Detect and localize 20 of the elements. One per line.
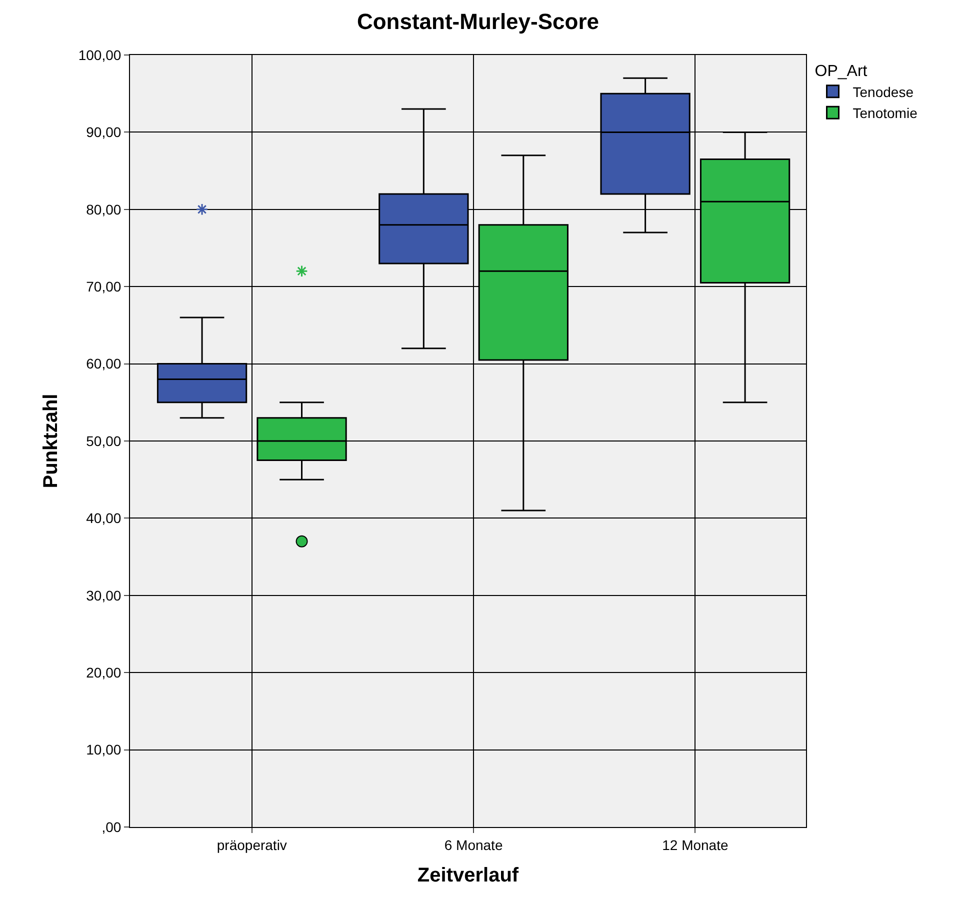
y-tick-label: 100,00 (78, 46, 122, 63)
x-axis-title: Zeitverlauf (417, 864, 519, 886)
y-tick-label: 40,00 (86, 510, 122, 526)
x-tick-label: präoperativ (216, 836, 287, 853)
y-tick-label: 80,00 (86, 201, 122, 218)
y-tick-label: 20,00 (86, 664, 122, 680)
y-axis-title: Punktzahl (40, 394, 62, 488)
chart-title: Constant-Murley-Score (356, 8, 600, 34)
y-tick-label: 90,00 (86, 124, 122, 140)
y-tick-label: 70,00 (86, 278, 122, 294)
x-tick-label: 6 Monate (444, 836, 503, 853)
y-tick-label: 60,00 (86, 356, 122, 372)
x-tick-label: 12 Monate (662, 836, 728, 853)
y-tick-label: 30,00 (86, 587, 122, 604)
y-tick-label: ,00 (102, 818, 122, 835)
legend-label: Tenodese (852, 84, 914, 100)
y-tick-label: 10,00 (86, 742, 122, 758)
legend-label: Tenotomie (852, 105, 918, 122)
y-tick-label: 50,00 (86, 432, 122, 449)
legend-title: OP_Art (814, 62, 868, 80)
